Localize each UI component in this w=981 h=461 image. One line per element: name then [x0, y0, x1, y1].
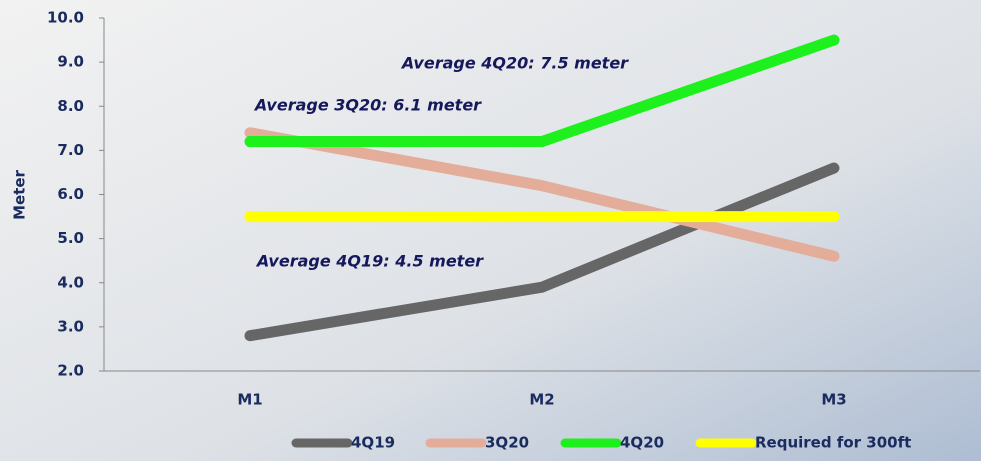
annotation: Average 4Q19: 4.5 meter [255, 252, 484, 271]
y-tick-label: 8.0 [57, 97, 84, 115]
y-tick-label: 5.0 [57, 229, 84, 247]
y-tick-label: 10.0 [47, 9, 84, 27]
annotation: Average 4Q20: 7.5 meter [400, 54, 629, 73]
y-tick-label: 4.0 [57, 273, 84, 291]
legend-label: 4Q20 [620, 434, 664, 452]
annotation: Average 3Q20: 6.1 meter [253, 96, 482, 115]
x-tick-label: M3 [821, 391, 846, 409]
x-tick-label: M2 [529, 391, 554, 409]
y-tick-label: 9.0 [57, 53, 84, 71]
y-tick-label: 3.0 [57, 317, 84, 335]
legend-label: Required for 300ft [755, 434, 911, 452]
line-series [244, 127, 840, 262]
y-tick-label: 7.0 [57, 141, 84, 159]
y-tick-label: 6.0 [57, 185, 84, 203]
x-tick-label: M1 [237, 391, 262, 409]
legend-label: 4Q19 [351, 434, 395, 452]
y-tick-label: 2.0 [57, 362, 84, 380]
y-axis-title: Meter [11, 169, 29, 219]
line-series [244, 34, 840, 148]
line-series [244, 162, 840, 342]
legend-label: 3Q20 [485, 434, 529, 452]
